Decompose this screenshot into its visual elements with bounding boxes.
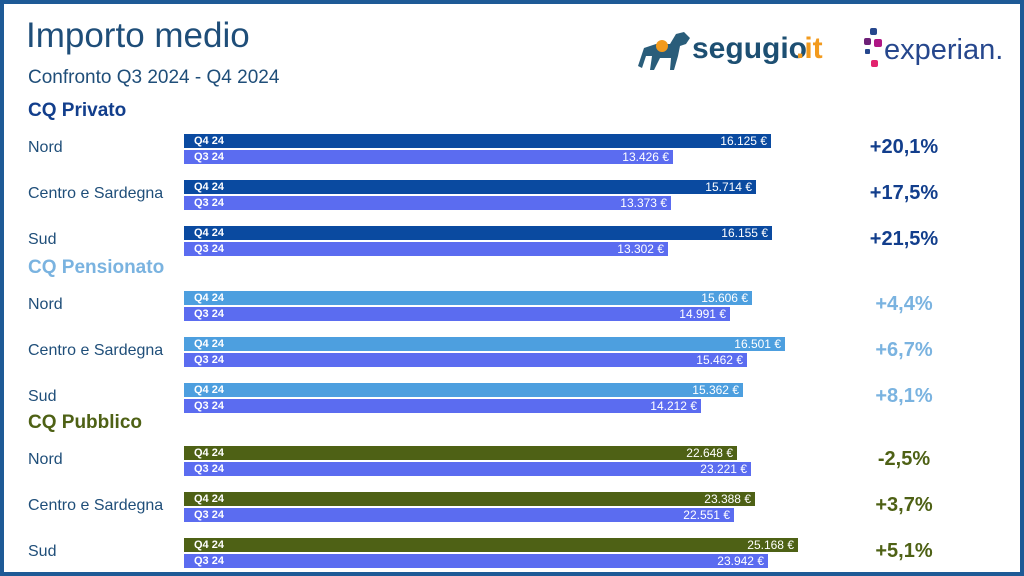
bar-q4: Q4 24 15.606 € [184,291,752,305]
bar-q4: Q4 24 22.648 € [184,446,737,460]
bar-value-label: 14.212 € [650,399,697,413]
bar-series-label: Q4 24 [194,338,224,350]
bar-series-label: Q3 24 [194,197,224,209]
segugio-logo: segugio .it [634,26,839,76]
bar-value-label: 14.991 € [679,307,726,321]
change-percent: +20,1% [869,136,939,158]
bar-value-label: 13.302 € [617,242,664,256]
bar-value-label: 22.551 € [683,508,730,522]
experian-dots-icon [864,28,882,67]
bar-series-label: Q4 24 [194,447,224,459]
change-percent: +5,1% [875,540,933,562]
segugio-tld: .it [796,32,823,65]
bar-value-label: 15.606 € [701,291,748,305]
bar-q3: Q3 24 23.942 € [184,554,768,568]
bar-value-label: 16.125 € [720,134,767,148]
bar-series-label: Q4 24 [194,539,224,551]
row-label: Centro e Sardegna [28,185,164,202]
dog-icon [638,32,690,70]
experian-wordmark: experian. [884,34,1004,66]
bar-value-label: 13.373 € [620,196,667,210]
change-percent: -2,5% [877,448,931,470]
bar-q4: Q4 24 16.155 € [184,226,772,240]
row-label: Nord [28,451,63,468]
bar-q4: Q4 24 15.714 € [184,180,756,194]
bar-value-label: 15.362 € [692,383,739,397]
bar-series-label: Q3 24 [194,151,224,163]
bar-series-label: Q3 24 [194,354,224,366]
bar-series-label: Q4 24 [194,135,224,147]
section-title: CQ Pubblico [28,412,142,433]
bar-value-label: 13.426 € [622,150,669,164]
bar-series-label: Q3 24 [194,555,224,567]
bar-series-label: Q3 24 [194,243,224,255]
bar-value-label: 15.714 € [705,180,752,194]
bar-q3: Q3 24 13.426 € [184,150,673,164]
bar-q3: Q3 24 13.302 € [184,242,668,256]
segugio-wordmark: segugio [692,32,808,65]
row-label: Sud [28,388,57,405]
change-percent: +8,1% [875,385,933,407]
bar-q4: Q4 24 16.125 € [184,134,771,148]
bar-series-label: Q3 24 [194,509,224,521]
bar-q3: Q3 24 22.551 € [184,508,734,522]
page-title: Importo medio [26,16,250,55]
bar-q4: Q4 24 23.388 € [184,492,755,506]
section-title: CQ Privato [28,100,127,121]
change-percent: +4,4% [875,293,933,315]
bar-q3: Q3 24 13.373 € [184,196,671,210]
bar-series-label: Q4 24 [194,227,224,239]
bar-value-label: 23.388 € [704,492,751,506]
bar-series-label: Q4 24 [194,181,224,193]
bar-series-label: Q4 24 [194,493,224,505]
bar-q3: Q3 24 14.991 € [184,307,730,321]
bar-q4: Q4 24 16.501 € [184,337,785,351]
bar-value-label: 16.155 € [721,226,768,240]
page-subtitle: Confronto Q3 2024 - Q4 2024 [28,67,280,88]
row-label: Centro e Sardegna [28,497,164,514]
row-label: Nord [28,296,63,313]
experian-logo: experian. [862,26,1012,76]
bar-value-label: 23.221 € [700,462,747,476]
row-label: Centro e Sardegna [28,342,164,359]
bar-q3: Q3 24 15.462 € [184,353,747,367]
bar-q3: Q3 24 23.221 € [184,462,751,476]
bar-value-label: 23.942 € [717,554,764,568]
bar-series-label: Q3 24 [194,400,224,412]
row-label: Sud [28,231,57,248]
bar-q3: Q3 24 14.212 € [184,399,701,413]
bar-value-label: 22.648 € [686,446,733,460]
bar-series-label: Q4 24 [194,292,224,304]
change-percent: +3,7% [875,494,933,516]
bar-q4: Q4 24 25.168 € [184,538,798,552]
section-title: CQ Pensionato [28,257,165,278]
bar-series-label: Q4 24 [194,384,224,396]
bar-series-label: Q3 24 [194,463,224,475]
bar-value-label: 15.462 € [696,353,743,367]
change-percent: +17,5% [869,182,939,204]
bar-series-label: Q3 24 [194,308,224,320]
bar-q4: Q4 24 15.362 € [184,383,743,397]
change-percent: +21,5% [869,228,939,250]
change-percent: +6,7% [875,339,933,361]
row-label: Sud [28,543,57,560]
bar-value-label: 16.501 € [734,337,781,351]
row-label: Nord [28,139,63,156]
bar-value-label: 25.168 € [747,538,794,552]
